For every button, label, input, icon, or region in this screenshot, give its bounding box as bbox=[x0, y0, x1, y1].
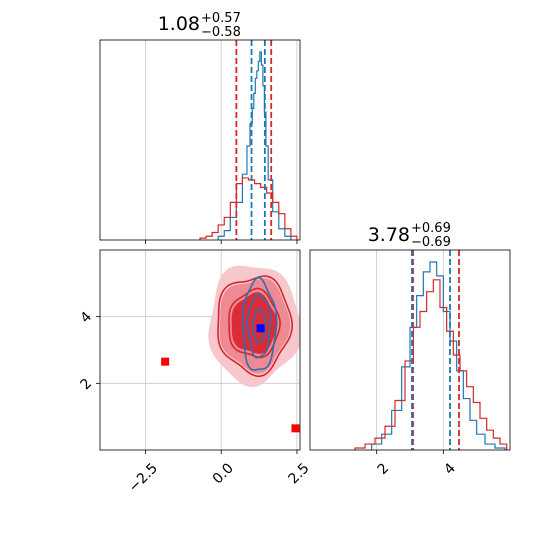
y-marginal-tick-label: 4 bbox=[441, 460, 459, 478]
y-marginal-title: 3.78 +0.69 −0.69 bbox=[368, 221, 451, 250]
joint-blue-contour-2 bbox=[251, 308, 266, 344]
x-marginal-title-lower: −0.58 bbox=[201, 25, 241, 40]
joint-red-contour-1 bbox=[228, 287, 281, 359]
x-marginal-histogram-1 bbox=[199, 177, 298, 240]
joint-xtick-label: 0.0 bbox=[210, 460, 237, 487]
x-marginal-histogram-0 bbox=[217, 51, 292, 240]
joint-ytick-label: 2 bbox=[78, 376, 96, 394]
y-marginal-tick-label: 2 bbox=[375, 460, 393, 478]
joint-frame bbox=[99, 249, 301, 451]
joint-blue-contour-1 bbox=[246, 293, 272, 359]
joint-blue-contour-0 bbox=[241, 276, 278, 371]
y-marginal-title-value: 3.78 bbox=[368, 224, 410, 246]
x-marginal-title-upper: +0.57 bbox=[201, 11, 241, 26]
joint-red-contour-0 bbox=[217, 275, 294, 378]
x-marginal-title: 1.08 +0.57 −0.58 bbox=[158, 11, 241, 40]
y-marginal-histogram-1 bbox=[354, 279, 508, 450]
y-marginal-title-lower: −0.69 bbox=[411, 235, 451, 250]
joint-xtick-label: −2.5 bbox=[126, 460, 161, 495]
y-marginal-histogram-0 bbox=[371, 261, 506, 450]
x-marginal-frame bbox=[99, 39, 301, 241]
y-marginal-title-upper: +0.69 bbox=[411, 221, 451, 236]
joint-ytick-label: 4 bbox=[78, 309, 96, 327]
joint-marker-2 bbox=[256, 324, 265, 333]
x-marginal-panel: 1.08 +0.57 −0.58 bbox=[99, 11, 301, 244]
joint-panel: −2.5 0.0 2.5 2 4 bbox=[78, 249, 313, 496]
joint-marker-0 bbox=[161, 357, 170, 366]
joint-xtick-label: 2.5 bbox=[286, 460, 313, 487]
y-marginal-panel: 2 4 3.78 +0.69 −0.69 bbox=[309, 221, 511, 478]
x-marginal-title-value: 1.08 bbox=[158, 13, 200, 35]
joint-marker-1 bbox=[291, 424, 300, 433]
y-marginal-frame bbox=[309, 249, 511, 451]
